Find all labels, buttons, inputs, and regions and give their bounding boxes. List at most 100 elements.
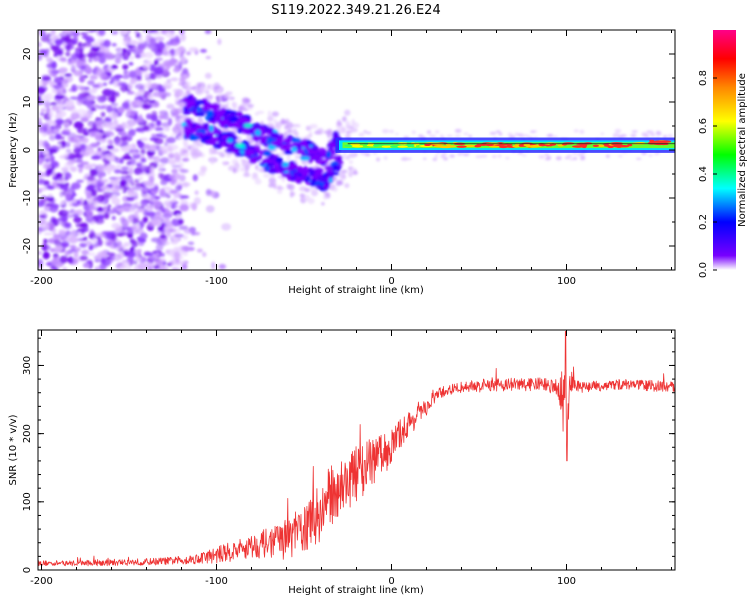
colorbar-tick-label: 0.4 xyxy=(698,166,709,182)
spec-noise-blob xyxy=(41,223,50,230)
spec-noise-blob xyxy=(172,246,181,254)
spec-noise-blob xyxy=(149,122,155,128)
spec-noise-blob xyxy=(129,110,136,117)
spec-noise-blob xyxy=(173,251,181,259)
spec-noise-blob xyxy=(86,94,96,101)
spec-noise-blob xyxy=(52,84,62,89)
spec-noise-blob xyxy=(53,255,61,264)
spec-noise-blob xyxy=(67,249,74,255)
spec-spread-blob xyxy=(239,166,246,172)
spec-noise-blob xyxy=(143,143,151,150)
spec-noise-blob xyxy=(217,38,222,45)
spec-spread-blob xyxy=(268,183,275,188)
spec-noise-blob xyxy=(48,135,56,141)
spec-noise-blob xyxy=(69,166,78,172)
spec-noise-blob xyxy=(142,30,148,33)
spec-noise-blob xyxy=(50,102,58,106)
spec-feature-blob xyxy=(217,138,227,143)
spec-noise-blob xyxy=(135,32,141,39)
spec-noise-blob xyxy=(94,255,102,260)
spec-noise-blob xyxy=(56,183,66,187)
spec-spread-blob xyxy=(352,122,360,129)
spec-feature-blob xyxy=(186,94,193,102)
spec-noise-blob xyxy=(58,48,63,57)
spec-spread-blob xyxy=(289,191,294,198)
spec-noise-blob xyxy=(128,167,134,175)
spec-feature-blob xyxy=(231,148,239,154)
spec-spread-blob xyxy=(309,185,314,192)
spec-noise-blob xyxy=(114,157,125,164)
colorbar-tick-label: 0.0 xyxy=(698,262,709,278)
spec-xtick-label: -100 xyxy=(205,276,228,287)
spec-feature-blob xyxy=(195,99,205,105)
spec-noise-blob xyxy=(92,42,101,47)
spec-band-halo xyxy=(446,134,453,138)
spec-noise-blob xyxy=(153,155,161,164)
spec-noise-blob xyxy=(159,234,167,239)
spec-spread-blob xyxy=(324,130,332,135)
spec-noise-blob xyxy=(150,99,156,104)
spec-noise-blob xyxy=(141,257,147,261)
spec-noise-blob xyxy=(168,260,174,266)
spec-spread-blob xyxy=(276,189,283,194)
spec-noise-blob xyxy=(178,46,185,52)
spec-noise-blob xyxy=(131,151,139,156)
spec-noise-blob xyxy=(137,248,142,254)
spec-noise-blob xyxy=(147,265,153,270)
snr-xtick-label: 0 xyxy=(388,576,394,587)
spec-noise-blob xyxy=(50,39,55,44)
spec-noise-blob xyxy=(200,165,207,173)
spec-noise-blob xyxy=(139,232,148,240)
spec-noise-blob xyxy=(79,143,87,151)
spec-noise-blob xyxy=(149,37,156,45)
spec-noise-blob xyxy=(127,215,134,223)
spec-band-halo xyxy=(456,152,463,156)
spec-feature-blob xyxy=(186,121,192,126)
spec-noise-blob xyxy=(43,232,53,236)
spec-noise-blob xyxy=(127,82,133,91)
spec-noise-blob xyxy=(38,157,43,166)
spec-band-halo xyxy=(489,131,497,135)
spec-spread-blob xyxy=(307,197,315,205)
spec-noise-blob xyxy=(126,176,134,184)
spec-spread-blob xyxy=(267,115,274,122)
spec-feature-blob xyxy=(295,149,304,155)
spec-noise-blob xyxy=(146,204,154,212)
spec-spread-blob xyxy=(215,88,222,93)
spec-noise-blob xyxy=(129,40,139,46)
spec-noise-blob xyxy=(134,178,140,184)
spec-spread-blob xyxy=(332,176,338,181)
spec-feature-blob xyxy=(254,135,260,143)
spec-noise-blob xyxy=(61,140,66,148)
spec-noise-blob xyxy=(95,120,103,126)
spec-spread-blob xyxy=(254,178,262,185)
spec-feature-blob xyxy=(300,156,310,161)
spec-noise-blob xyxy=(46,197,55,202)
spec-band-halo xyxy=(463,132,469,135)
spec-feature-blob xyxy=(259,162,266,166)
spec-noise-blob xyxy=(115,138,120,145)
spec-spread-blob xyxy=(345,123,352,130)
spec-spread-blob xyxy=(268,177,277,184)
spec-noise-blob xyxy=(40,108,46,113)
spec-noise-blob xyxy=(65,117,76,123)
spec-feature-blob xyxy=(216,142,222,149)
spec-spread-blob xyxy=(234,162,240,170)
spec-ytick-label: -20 xyxy=(22,238,33,254)
spec-feature-blob xyxy=(258,127,265,132)
spec-spread-blob xyxy=(217,96,223,102)
spec-spread-blob xyxy=(321,202,325,206)
spec-noise-blob xyxy=(38,94,42,102)
spec-feature-blob xyxy=(291,137,302,143)
spec-noise-blob xyxy=(43,238,48,244)
spec-noise-blob xyxy=(202,251,207,258)
spec-noise-blob xyxy=(84,66,93,75)
spec-band-halo xyxy=(600,132,604,136)
spec-feature-blob xyxy=(235,143,245,148)
spec-noise-blob xyxy=(76,179,84,183)
spec-noise-blob xyxy=(179,204,189,212)
spec-noise-blob xyxy=(135,223,141,230)
spec-noise-blob xyxy=(123,242,131,247)
spec-noise-blob xyxy=(156,42,166,50)
spec-noise-blob xyxy=(136,208,145,213)
